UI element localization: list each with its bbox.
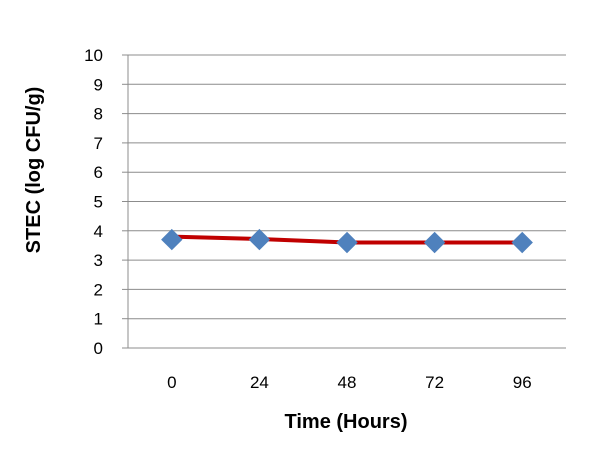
data-point-48 xyxy=(336,231,358,254)
series-layer xyxy=(161,228,533,254)
x-tick-label: 0 xyxy=(167,373,176,392)
y-tick-label: 9 xyxy=(94,75,103,94)
x-tick-label: 72 xyxy=(425,373,444,392)
y-tick-label: 5 xyxy=(94,193,103,212)
y-tick-label: 10 xyxy=(84,46,103,65)
y-tick-label: 8 xyxy=(94,105,103,124)
gridlines xyxy=(122,54,566,349)
y-tick-label: 0 xyxy=(94,339,103,358)
x-tick-label: 48 xyxy=(338,373,357,392)
y-tick-label: 2 xyxy=(94,280,103,299)
y-tick-label: 1 xyxy=(94,310,103,329)
data-point-24 xyxy=(248,228,271,251)
y-tick-label: 6 xyxy=(94,163,103,182)
x-tick-label: 96 xyxy=(513,373,532,392)
y-tick-label: 3 xyxy=(94,251,103,270)
y-tick-label: 7 xyxy=(94,134,103,153)
x-axis-label: Time (Hours) xyxy=(285,411,408,433)
x-tick-label: 24 xyxy=(250,373,269,392)
data-point-72 xyxy=(423,231,446,254)
y-axis-label: STEC (log CFU/g) xyxy=(23,87,45,254)
y-tick-labels: 0 1 2 3 4 5 6 7 8 9 10 xyxy=(84,46,103,358)
y-tick-label: 4 xyxy=(94,222,103,241)
x-tick-labels: 0 24 48 72 96 xyxy=(167,373,532,392)
data-point-96 xyxy=(511,231,533,254)
data-point-0 xyxy=(161,228,183,251)
